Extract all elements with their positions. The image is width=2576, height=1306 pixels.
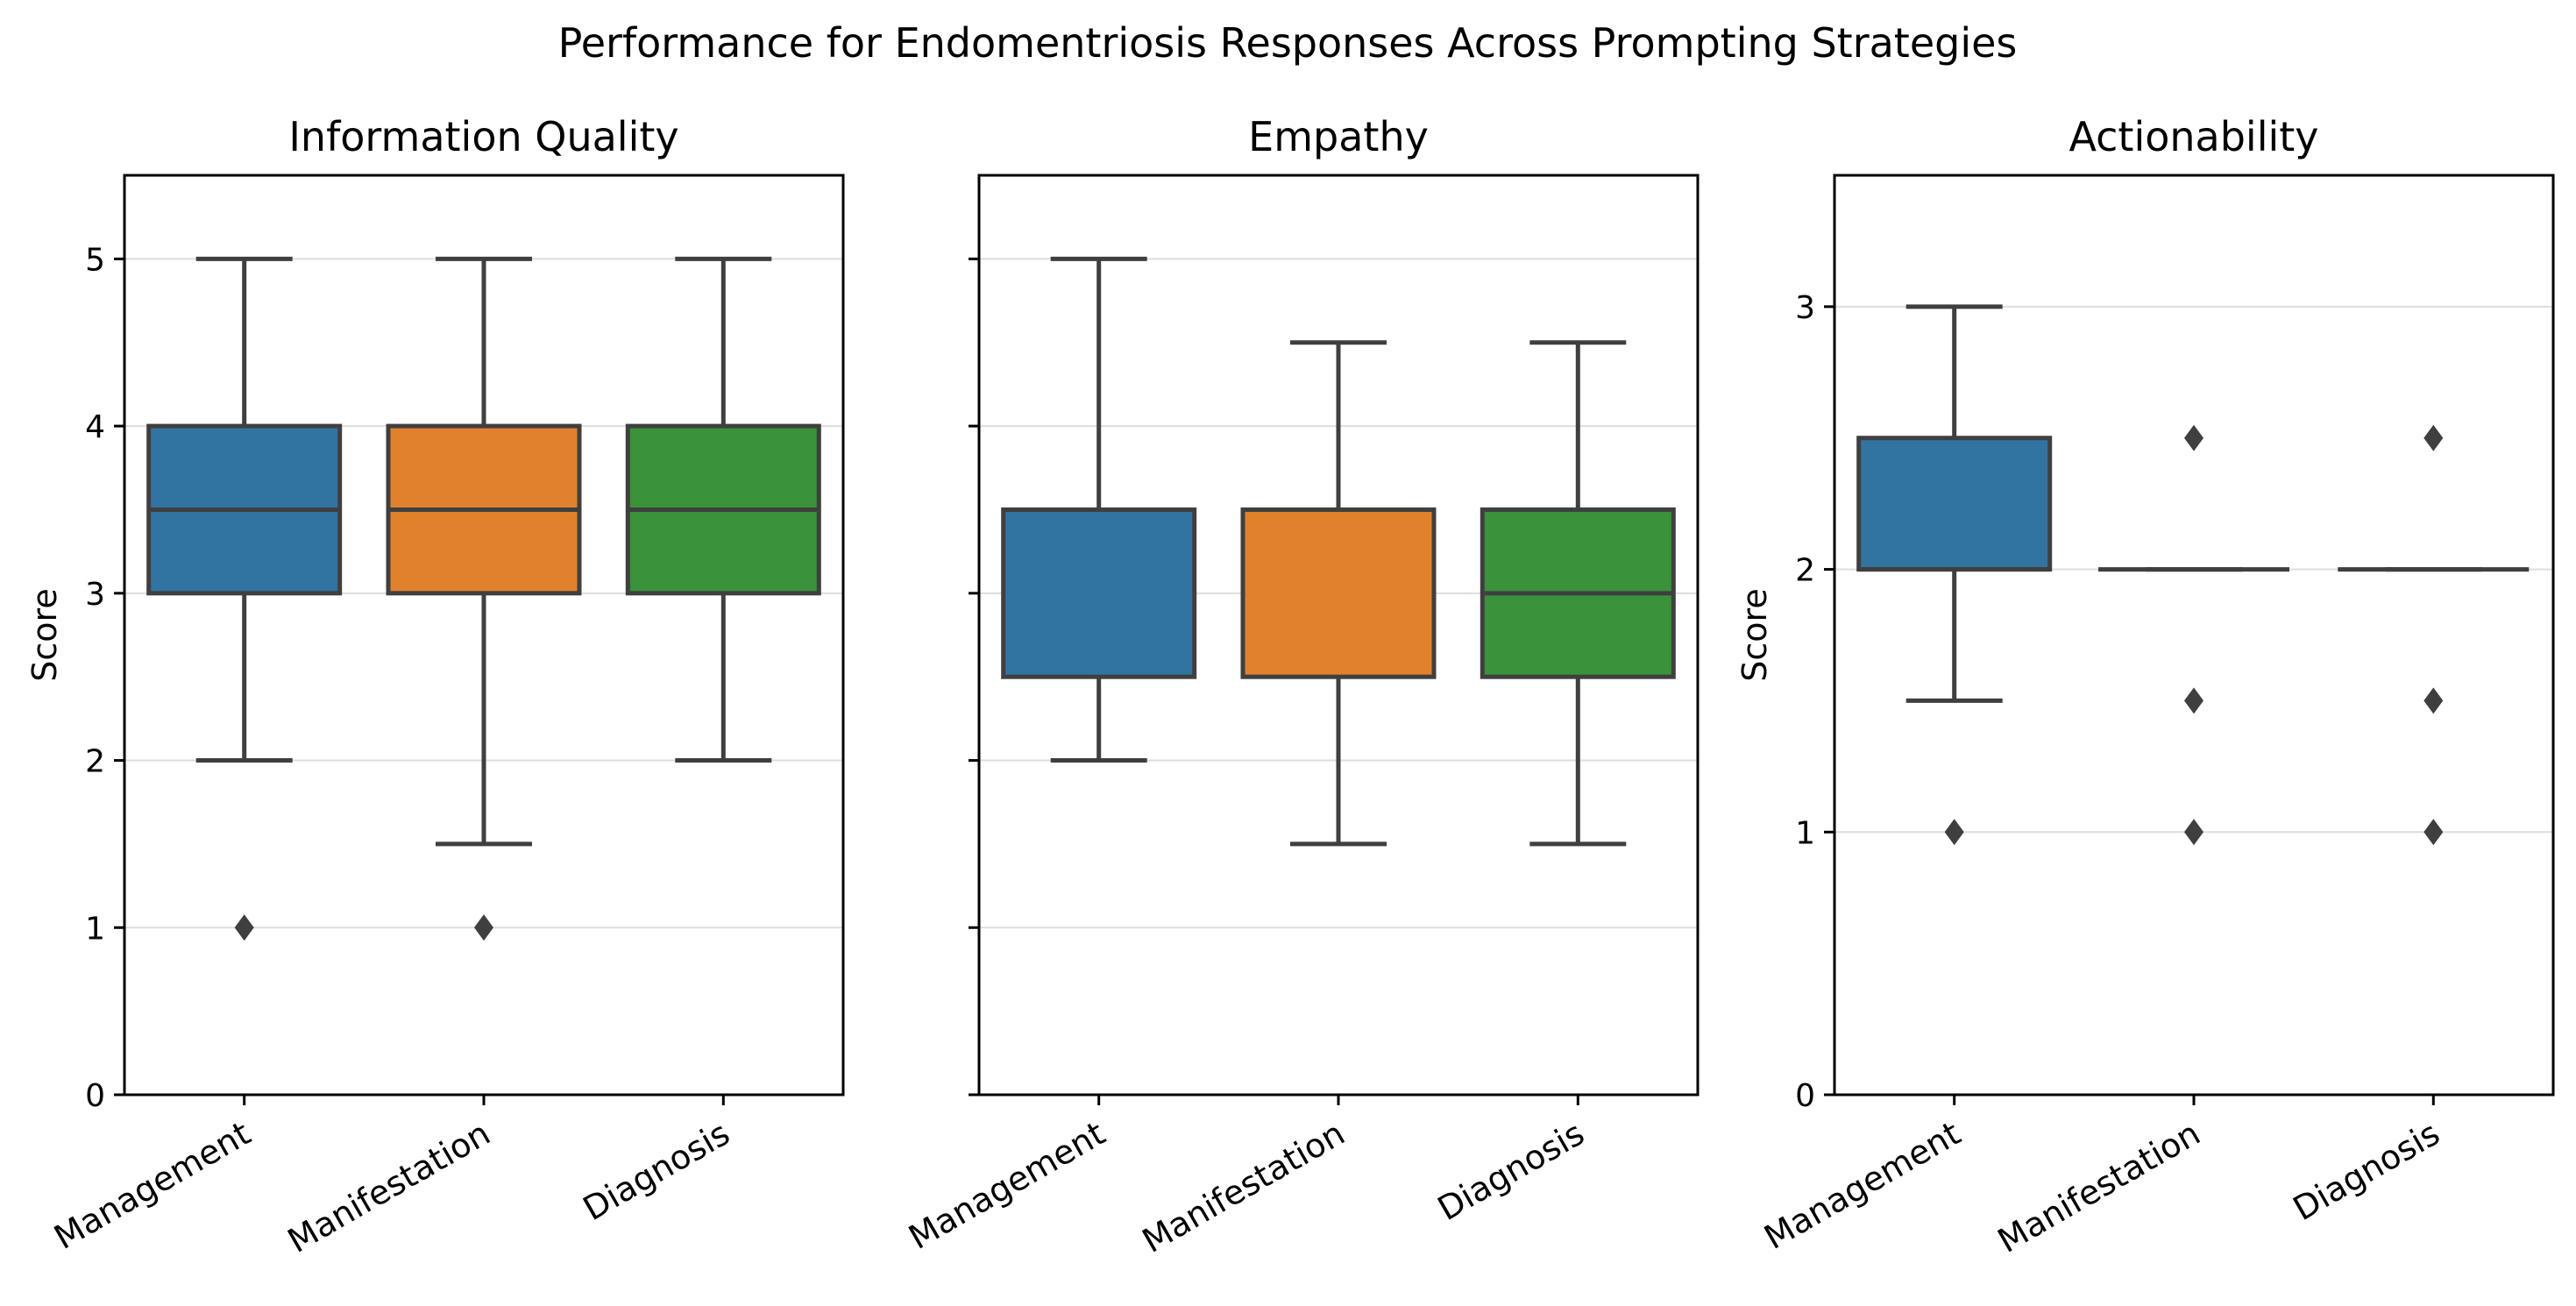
box-manifestation [2098, 424, 2289, 846]
x-tick-label: Manifestation [1136, 1114, 1352, 1260]
panel-title: Actionability [2069, 113, 2318, 160]
box-manifestation [386, 256, 582, 941]
outlier-point [474, 914, 493, 941]
outlier-point [234, 914, 254, 941]
outlier-point [2184, 819, 2203, 846]
x-tick-label: Diagnosis [577, 1114, 736, 1228]
box-manifestation [1240, 340, 1437, 847]
x-tick-label: Manifestation [281, 1114, 497, 1260]
box-diagnosis [625, 256, 821, 763]
x-tick-label: Diagnosis [1431, 1114, 1591, 1228]
box-management [1856, 304, 2053, 846]
y-tick-label: 2 [1795, 553, 1815, 589]
y-tick-label: 5 [85, 242, 105, 278]
box-management [1001, 256, 1197, 763]
box-diagnosis [2338, 424, 2530, 846]
outlier-point [2423, 819, 2444, 846]
box-body [1240, 507, 1437, 679]
box-body [1001, 507, 1197, 679]
y-tick-label: 4 [85, 409, 105, 445]
box-management [146, 256, 343, 941]
panel-1: Empathy Management Manifestation Diagnosis [902, 113, 1700, 1260]
y-tick-label: 2 [85, 744, 105, 780]
outlier-point [2423, 424, 2444, 451]
outlier-point [1944, 819, 1964, 846]
y-tick-label: 1 [85, 911, 105, 947]
y-tick-label: 0 [85, 1078, 105, 1114]
x-tick-label: Diagnosis [2287, 1114, 2446, 1228]
axes-frame [1833, 174, 2555, 1097]
box-body [1856, 436, 2053, 572]
y-axis-label: Score [1735, 588, 1774, 681]
outlier-point [2184, 424, 2203, 451]
panel-title: Empathy [1248, 113, 1429, 160]
outlier-point [2423, 687, 2444, 714]
y-tick-label: 3 [85, 577, 105, 613]
y-tick-label: 1 [1795, 815, 1815, 851]
panel-0: Information Quality 0 1 2 3 4 5 Score Management… [25, 113, 845, 1260]
box-diagnosis [1480, 340, 1676, 847]
y-axis-label: Score [25, 588, 64, 681]
chart-title: Performance for Endomentriosis Responses… [558, 19, 2018, 67]
x-tick-label: Manifestation [1991, 1114, 2207, 1260]
panel-title: Information Quality [288, 113, 678, 160]
y-tick-label: 3 [1795, 290, 1815, 326]
panel-2: Actionability 0 1 2 3 Score Management Manifest… [1735, 113, 2555, 1260]
outlier-point [2184, 687, 2203, 714]
x-tick-label: Management [47, 1114, 257, 1257]
x-tick-label: Management [1757, 1114, 1967, 1257]
y-tick-label: 0 [1795, 1078, 1815, 1114]
x-tick-label: Management [902, 1114, 1111, 1257]
